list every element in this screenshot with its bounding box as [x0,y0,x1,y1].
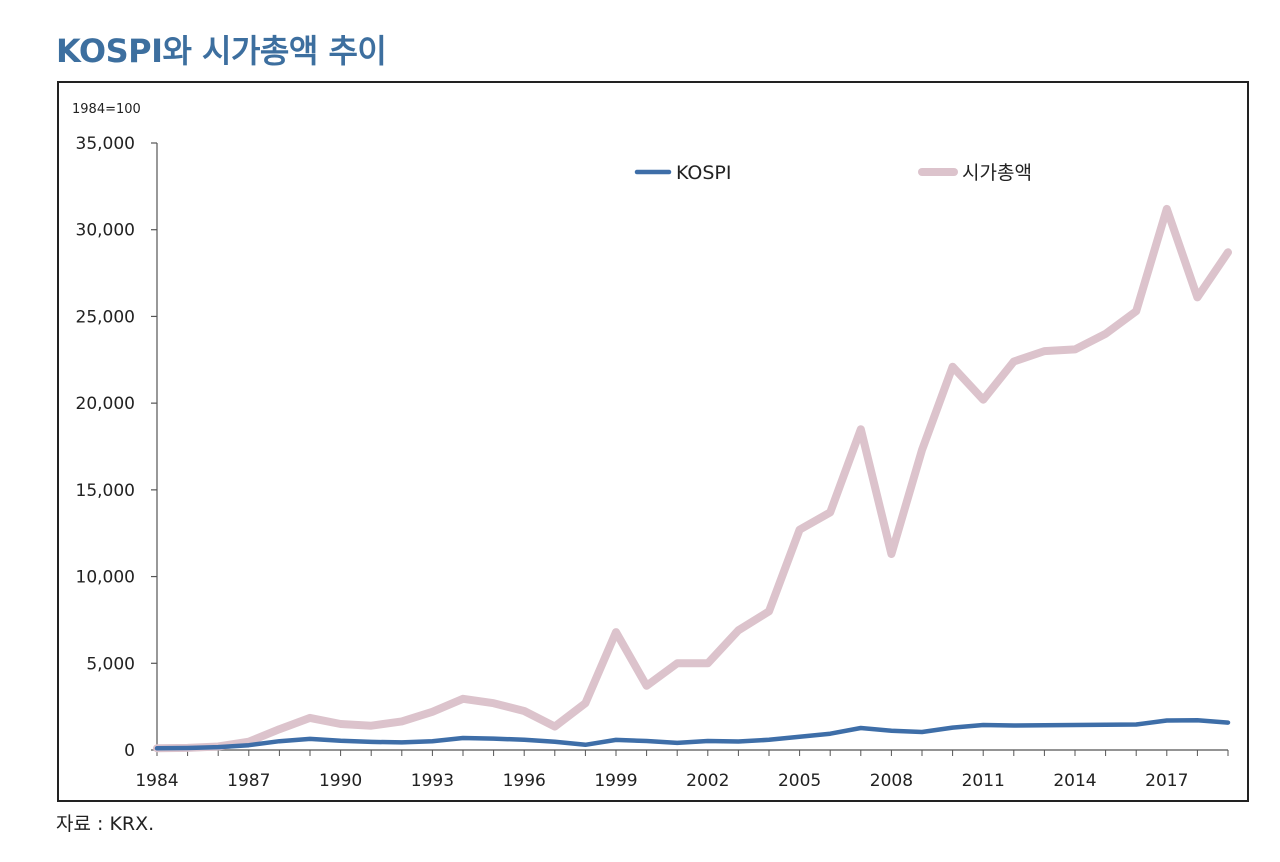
x-tick-label: 1993 [411,771,454,791]
x-tick-label: 2005 [778,771,821,791]
chart-title: KOSPI와 시가총액 추이 [56,32,387,70]
y-tick-label: 5,000 [86,654,135,674]
y-tick-label: 30,000 [76,221,135,241]
unit-note: 1984=100 [72,102,141,117]
y-tick-label: 20,000 [76,394,135,414]
legend-market-cap-label: 시가총액 [962,162,1032,184]
y-tick-label: 15,000 [76,481,135,501]
y-tick-label: 35,000 [76,134,135,154]
x-tick-label: 1990 [319,771,362,791]
x-tick-label: 2008 [870,771,913,791]
y-tick-label: 25,000 [76,307,135,327]
x-tick-label: 2011 [962,771,1005,791]
y-tick-label: 10,000 [76,568,135,588]
x-tick-label: 1984 [135,771,178,791]
x-tick-label: 1996 [503,771,546,791]
x-tick-label: 1999 [594,771,637,791]
legend-kospi-label: KOSPI [676,162,732,184]
x-tick-label: 2014 [1053,771,1096,791]
source-note: 자료 : KRX. [56,813,155,835]
chart-frame [57,81,1249,802]
market-cap-line [153,204,1232,753]
x-tick-label: 1987 [227,771,270,791]
y-tick-label: 0 [124,741,135,761]
x-tick-label: 2017 [1145,771,1188,791]
kospi-line [154,718,1231,751]
x-tick-label: 2002 [686,771,729,791]
